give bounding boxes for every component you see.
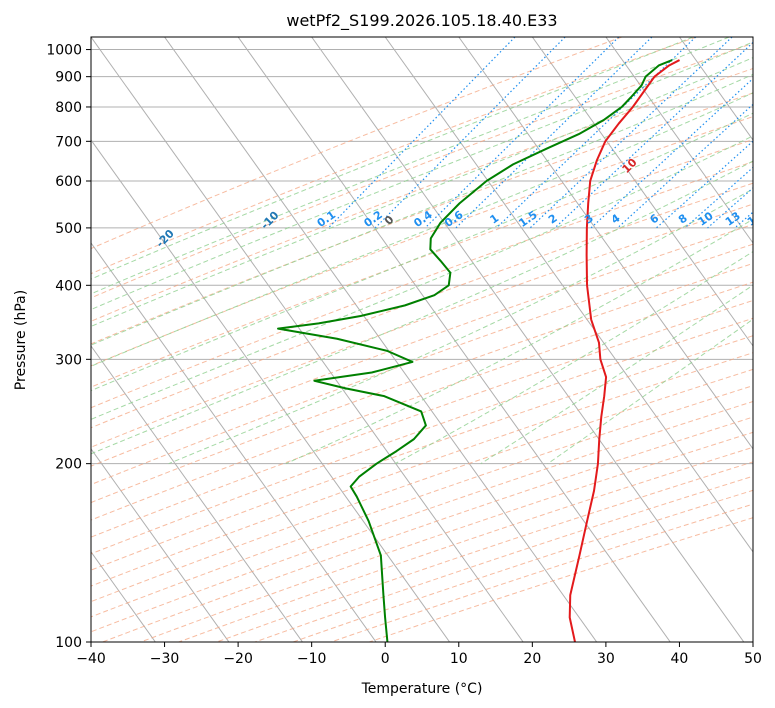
mixing-ratio-line bbox=[617, 103, 753, 229]
dry-adiabat-line bbox=[292, 489, 753, 642]
x-tick-label: −10 bbox=[297, 651, 327, 667]
mixing-ratio-line bbox=[327, 37, 516, 229]
moist-adiabat-line bbox=[91, 160, 753, 455]
isotherm-line bbox=[237, 37, 671, 642]
isotherm-line bbox=[91, 37, 524, 642]
dry-adiabat-line bbox=[91, 352, 753, 587]
y-tick-label: 300 bbox=[55, 352, 82, 368]
dry-adiabat-line bbox=[91, 299, 753, 538]
x-tick-label: 0 bbox=[381, 651, 390, 667]
x-tick-label: 10 bbox=[450, 651, 468, 667]
dry-adiabat-line bbox=[91, 223, 753, 467]
dry-adiabat-line bbox=[216, 461, 753, 642]
dry-adiabat-line bbox=[91, 138, 753, 388]
x-tick-label: −30 bbox=[150, 651, 180, 667]
isotherm-line bbox=[91, 345, 303, 642]
dry-adiabat-line bbox=[178, 446, 753, 642]
axis-layer: −40 −30 −20 −10 0 10 20 30 40 50 100 200 300 400 500 60… bbox=[46, 43, 762, 667]
y-tick-label: 800 bbox=[55, 100, 82, 116]
dry-adiabat-line bbox=[91, 42, 753, 299]
x-tick-label: 40 bbox=[671, 651, 689, 667]
mixing-ratio-line bbox=[455, 37, 653, 229]
y-tick-label: 900 bbox=[55, 70, 82, 86]
dry-adiabat-line bbox=[254, 475, 753, 642]
y-tick-label: 500 bbox=[55, 221, 82, 237]
y-tick-label: 600 bbox=[55, 174, 82, 190]
chart-title: wetPf2_S199.2026.105.18.40.E33 bbox=[286, 11, 557, 31]
isotherm-line bbox=[91, 242, 377, 642]
x-tick-label: 20 bbox=[523, 651, 541, 667]
grid-layer bbox=[91, 37, 753, 642]
dewpoint-profile bbox=[277, 59, 673, 642]
dry-adiabat-line bbox=[91, 37, 697, 275]
dry-adiabat-line bbox=[91, 92, 753, 345]
y-tick-label: 200 bbox=[55, 457, 82, 473]
moist-adiabat-line bbox=[91, 37, 730, 295]
mixing-ratio-line bbox=[590, 77, 753, 229]
moist-adiabat-line bbox=[285, 218, 753, 465]
x-tick-label: 30 bbox=[597, 651, 615, 667]
y-tick-label: 1000 bbox=[46, 43, 82, 59]
dry-adiabat-line bbox=[91, 262, 753, 504]
moist-adiabat-line bbox=[168, 188, 753, 465]
isotherm-line bbox=[605, 37, 753, 244]
dry-adiabat-line bbox=[91, 385, 753, 618]
mixing-ratio-line bbox=[707, 187, 753, 229]
moist-adiabat-line bbox=[91, 73, 753, 346]
isotherm-line bbox=[679, 37, 753, 141]
y-tick-label: 400 bbox=[55, 278, 82, 294]
dry-adiabat-line bbox=[91, 67, 753, 322]
y-tick-label: 100 bbox=[55, 635, 82, 651]
mixing-ratio-line bbox=[374, 37, 566, 229]
plot-frame bbox=[90, 36, 754, 643]
mixing-ratio-label: 16 bbox=[745, 209, 765, 229]
isotherm-line bbox=[164, 37, 598, 642]
moist-adiabat-line bbox=[547, 318, 753, 465]
isotherm-line bbox=[458, 37, 753, 450]
temperature-profile bbox=[568, 59, 680, 642]
mixing-ratio-line bbox=[424, 37, 620, 229]
x-tick-label: −40 bbox=[76, 651, 106, 667]
dry-adiabat-line bbox=[91, 400, 753, 633]
isotherm-line bbox=[91, 448, 230, 642]
dry-adiabat-line bbox=[91, 368, 753, 603]
dry-adiabat-line bbox=[330, 503, 753, 642]
x-tick-label: 50 bbox=[744, 651, 762, 667]
x-axis-label: Temperature (°C) bbox=[361, 681, 483, 697]
moist-adiabat-line bbox=[91, 57, 753, 327]
data-layer bbox=[277, 59, 680, 642]
isotherm-line bbox=[384, 37, 753, 553]
dry-adiabat-line bbox=[91, 182, 753, 429]
y-axis-label: Pressure (hPa) bbox=[13, 290, 29, 390]
y-tick-label: 700 bbox=[55, 134, 82, 150]
isotherm-line bbox=[91, 139, 451, 642]
dry-adiabat-line bbox=[91, 335, 753, 571]
moist-adiabat-line bbox=[91, 135, 753, 420]
x-tick-label: −20 bbox=[223, 651, 253, 667]
moist-adiabat-line bbox=[91, 41, 753, 311]
dry-adiabat-line bbox=[91, 37, 622, 250]
